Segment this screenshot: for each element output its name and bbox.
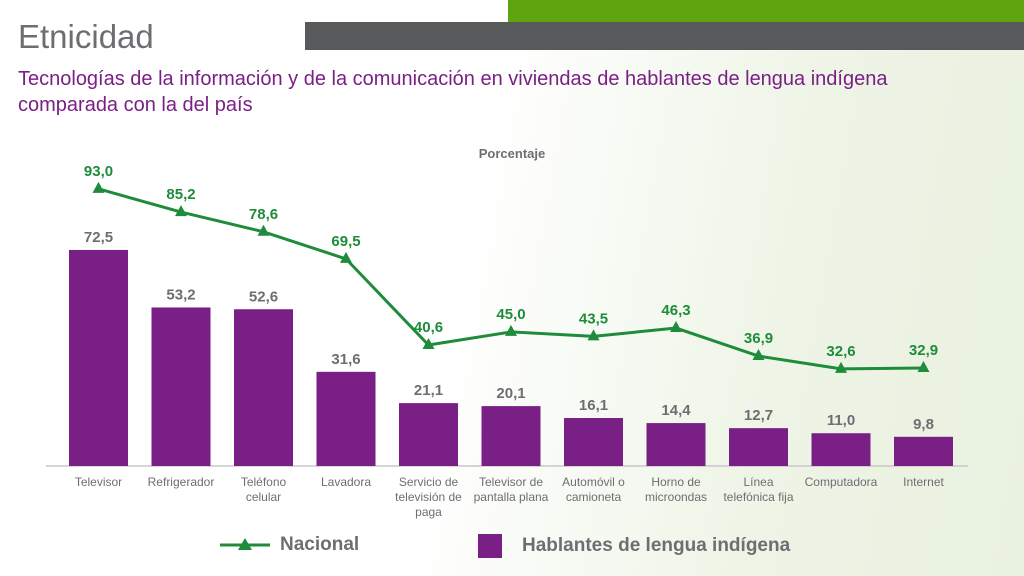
chart-legend: Nacional Hablantes de lengua indígena — [0, 534, 1024, 566]
bar-value-label: 12,7 — [744, 407, 773, 424]
bar-value-label: 53,2 — [166, 286, 195, 303]
line-value-label: 32,6 — [826, 343, 855, 360]
x-tick-label: Teléfono celular — [241, 475, 287, 504]
line-point — [587, 329, 600, 341]
bar — [69, 249, 128, 466]
bar — [316, 371, 376, 466]
line-value-label: 40,6 — [414, 319, 443, 336]
line-point — [505, 324, 517, 336]
x-tick-label: Lavadora — [321, 475, 371, 489]
line-value-label: 46,3 — [661, 302, 690, 319]
legend-item-nacional: Nacional — [220, 534, 359, 556]
y-axis-label: Porcentaje — [478, 146, 546, 161]
line-value-label: 85,2 — [166, 186, 195, 203]
bar-value-label: 16,1 — [579, 397, 608, 414]
bar-value-label: 31,6 — [331, 351, 360, 368]
line-point — [752, 349, 765, 361]
page-title: Etnicidad — [18, 18, 154, 55]
x-tick-label: Internet — [903, 475, 944, 489]
line-point — [835, 361, 847, 373]
bar — [729, 428, 788, 466]
legend-item-hablantes: Hablantes de lengua indígena — [478, 534, 790, 558]
line-value-label: 93,0 — [84, 163, 113, 180]
legend-label-nacional: Nacional — [280, 534, 360, 555]
bar-value-label: 20,1 — [496, 385, 525, 402]
header-accent-gray — [305, 22, 1024, 50]
line-value-label: 69,5 — [331, 233, 360, 250]
legend-label-hablantes: Hablantes de lengua indígena — [522, 535, 791, 556]
line-point — [422, 338, 435, 350]
bar-value-label: 11,0 — [827, 412, 855, 429]
line-value-label: 36,9 — [744, 330, 773, 347]
bar — [564, 418, 623, 466]
bar-value-label: 21,1 — [414, 382, 443, 399]
bar-value-label: 9,8 — [913, 416, 934, 433]
legend-line-swatch — [220, 538, 270, 550]
line-value-label: 45,0 — [496, 306, 525, 323]
x-tick-label: Automóvil o camioneta — [562, 475, 625, 504]
x-tick-label: Televisor de pantalla plana — [474, 475, 549, 504]
bar-value-label: 52,6 — [249, 288, 278, 305]
bar — [151, 307, 211, 466]
x-tick-label: Servicio de televisión de paga — [395, 475, 462, 519]
x-tick-label: Televisor — [75, 475, 122, 489]
bar — [894, 436, 953, 466]
x-tick-label: Refrigerador — [148, 475, 215, 489]
header-accent-green — [508, 0, 1024, 22]
line-point — [340, 251, 352, 263]
bar — [399, 403, 458, 466]
bar — [811, 433, 871, 466]
bar-value-label: 72,5 — [84, 229, 113, 246]
line-point — [917, 360, 930, 372]
bar — [646, 423, 706, 466]
line-point — [670, 321, 682, 333]
x-tick-label: Computadora — [805, 475, 878, 489]
bar-value-label: 14,4 — [661, 402, 691, 419]
bar — [234, 309, 293, 466]
line-value-label: 78,6 — [249, 206, 278, 223]
x-tick-label: Línea telefónica fija — [723, 475, 793, 504]
bar — [481, 406, 541, 466]
page-subtitle: Tecnologías de la información y de la co… — [18, 68, 888, 116]
legend-bar-swatch — [478, 534, 502, 558]
x-tick-label: Horno de microondas — [645, 475, 707, 504]
line-value-label: 43,5 — [579, 310, 608, 327]
line-point — [92, 181, 105, 193]
line-point — [175, 205, 187, 217]
line-series-nacional — [98, 187, 924, 371]
line-point — [257, 224, 270, 236]
line-value-label: 32,9 — [909, 342, 938, 359]
